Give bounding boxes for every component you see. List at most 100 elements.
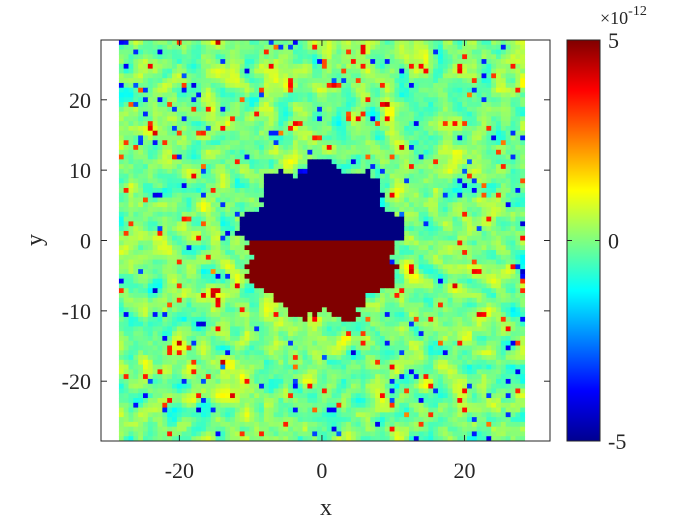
heatmap-cell	[505, 173, 512, 180]
heatmap-cell	[346, 302, 352, 308]
heatmap-cell	[244, 130, 250, 137]
heatmap-cell	[157, 111, 163, 117]
heatmap-cell	[307, 183, 313, 189]
heatmap-cell	[292, 97, 299, 103]
heatmap-cell	[365, 140, 371, 146]
heatmap-cell	[520, 164, 526, 170]
heatmap-cell	[297, 250, 304, 256]
heatmap-cell	[254, 40, 260, 46]
heatmap-cell	[520, 63, 526, 70]
heatmap-cell	[167, 116, 173, 122]
heatmap-cell	[510, 121, 516, 127]
heatmap-cell	[326, 226, 333, 232]
heatmap-cell	[326, 111, 333, 117]
heatmap-cell	[457, 121, 463, 127]
heatmap-cell	[476, 87, 483, 94]
heatmap-cell	[486, 254, 492, 261]
heatmap-cell	[520, 187, 526, 194]
heatmap-cell	[404, 178, 410, 184]
heatmap-cell	[297, 273, 304, 280]
heatmap-cell	[249, 321, 255, 328]
heatmap-cell	[394, 183, 400, 189]
heatmap-cell	[196, 187, 202, 194]
heatmap-cell	[399, 97, 405, 103]
heatmap-cell	[254, 259, 260, 265]
heatmap-cell	[162, 187, 168, 194]
heatmap-cell	[486, 264, 492, 270]
heatmap-cell	[379, 73, 386, 79]
heatmap-cell	[225, 82, 231, 89]
heatmap-cell	[138, 235, 144, 242]
heatmap-cell	[389, 159, 396, 165]
heatmap-cell	[486, 168, 492, 175]
heatmap-cell	[181, 183, 188, 189]
heatmap-cell	[259, 254, 265, 261]
heatmap-cell	[331, 154, 338, 160]
heatmap-cell	[404, 230, 410, 237]
heatmap-cell	[462, 273, 468, 280]
heatmap-cell	[191, 73, 197, 79]
heatmap-cell	[225, 106, 231, 113]
heatmap-cell	[152, 125, 159, 132]
heatmap-cell	[346, 207, 352, 213]
heatmap-cell	[467, 68, 473, 75]
heatmap-cell	[515, 78, 521, 84]
heatmap-cell	[321, 102, 328, 108]
heatmap-cell	[307, 78, 313, 84]
heatmap-cell	[181, 316, 188, 323]
heatmap-cell	[462, 192, 468, 199]
heatmap-cell	[346, 125, 352, 132]
heatmap-cell	[292, 307, 299, 313]
heatmap-cell	[138, 307, 144, 313]
heatmap-cell	[268, 121, 275, 127]
heatmap-cell	[467, 187, 473, 194]
heatmap-cell	[147, 87, 154, 94]
heatmap-cell	[408, 235, 415, 242]
heatmap-cell	[147, 278, 154, 285]
heatmap-cell	[515, 245, 521, 251]
heatmap-cell	[462, 149, 468, 156]
heatmap-cell	[467, 302, 473, 308]
heatmap-cell	[268, 321, 275, 328]
heatmap-cell	[162, 321, 168, 328]
heatmap-cell	[263, 293, 270, 299]
heatmap-cell	[273, 135, 280, 141]
heatmap-cell	[496, 250, 502, 256]
heatmap-cell	[341, 283, 347, 289]
heatmap-cell	[118, 273, 125, 280]
heatmap-cell	[317, 288, 323, 294]
heatmap-cell	[336, 230, 342, 237]
heatmap-cell	[384, 316, 391, 323]
heatmap-cell	[418, 102, 425, 108]
heatmap-cell	[389, 250, 396, 256]
heatmap-cell	[220, 130, 226, 137]
heatmap-cell	[147, 283, 154, 289]
heatmap-cell	[302, 63, 309, 70]
heatmap-cell	[341, 54, 347, 60]
heatmap-cell	[273, 73, 280, 79]
heatmap-cell	[244, 159, 250, 165]
heatmap-cell	[278, 245, 284, 251]
heatmap-cell	[152, 44, 159, 51]
heatmap-cell	[302, 235, 309, 242]
heatmap-cell	[283, 245, 289, 251]
heatmap-cell	[147, 312, 154, 318]
heatmap-cell	[515, 202, 521, 208]
heatmap-cell	[259, 293, 265, 299]
heatmap-cell	[346, 121, 352, 127]
heatmap-cell	[384, 240, 391, 246]
heatmap-cell	[326, 78, 333, 84]
heatmap-cell	[471, 269, 478, 275]
heatmap-cell	[331, 192, 338, 199]
heatmap-cell	[152, 87, 159, 94]
heatmap-cell	[201, 221, 207, 227]
heatmap-cell	[326, 230, 333, 237]
heatmap-cell	[355, 121, 362, 127]
heatmap-cell	[254, 283, 260, 289]
heatmap-cell	[394, 178, 400, 184]
heatmap-cell	[379, 178, 386, 184]
heatmap-cell	[457, 116, 463, 122]
heatmap-cell	[133, 302, 139, 308]
heatmap-cell	[413, 78, 420, 84]
heatmap-cell	[408, 125, 415, 132]
